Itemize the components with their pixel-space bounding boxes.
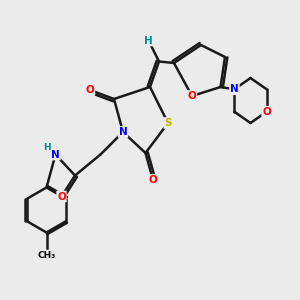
Text: N: N	[51, 149, 60, 160]
Text: N: N	[230, 84, 239, 94]
Text: N: N	[118, 127, 127, 137]
Text: H: H	[144, 35, 153, 46]
Text: S: S	[164, 118, 172, 128]
Text: CH₃: CH₃	[38, 250, 56, 260]
Text: O: O	[57, 191, 66, 202]
Text: O: O	[262, 107, 271, 117]
Text: O: O	[148, 175, 158, 185]
Text: H: H	[43, 143, 50, 152]
Text: O: O	[85, 85, 94, 95]
Text: O: O	[188, 91, 196, 101]
